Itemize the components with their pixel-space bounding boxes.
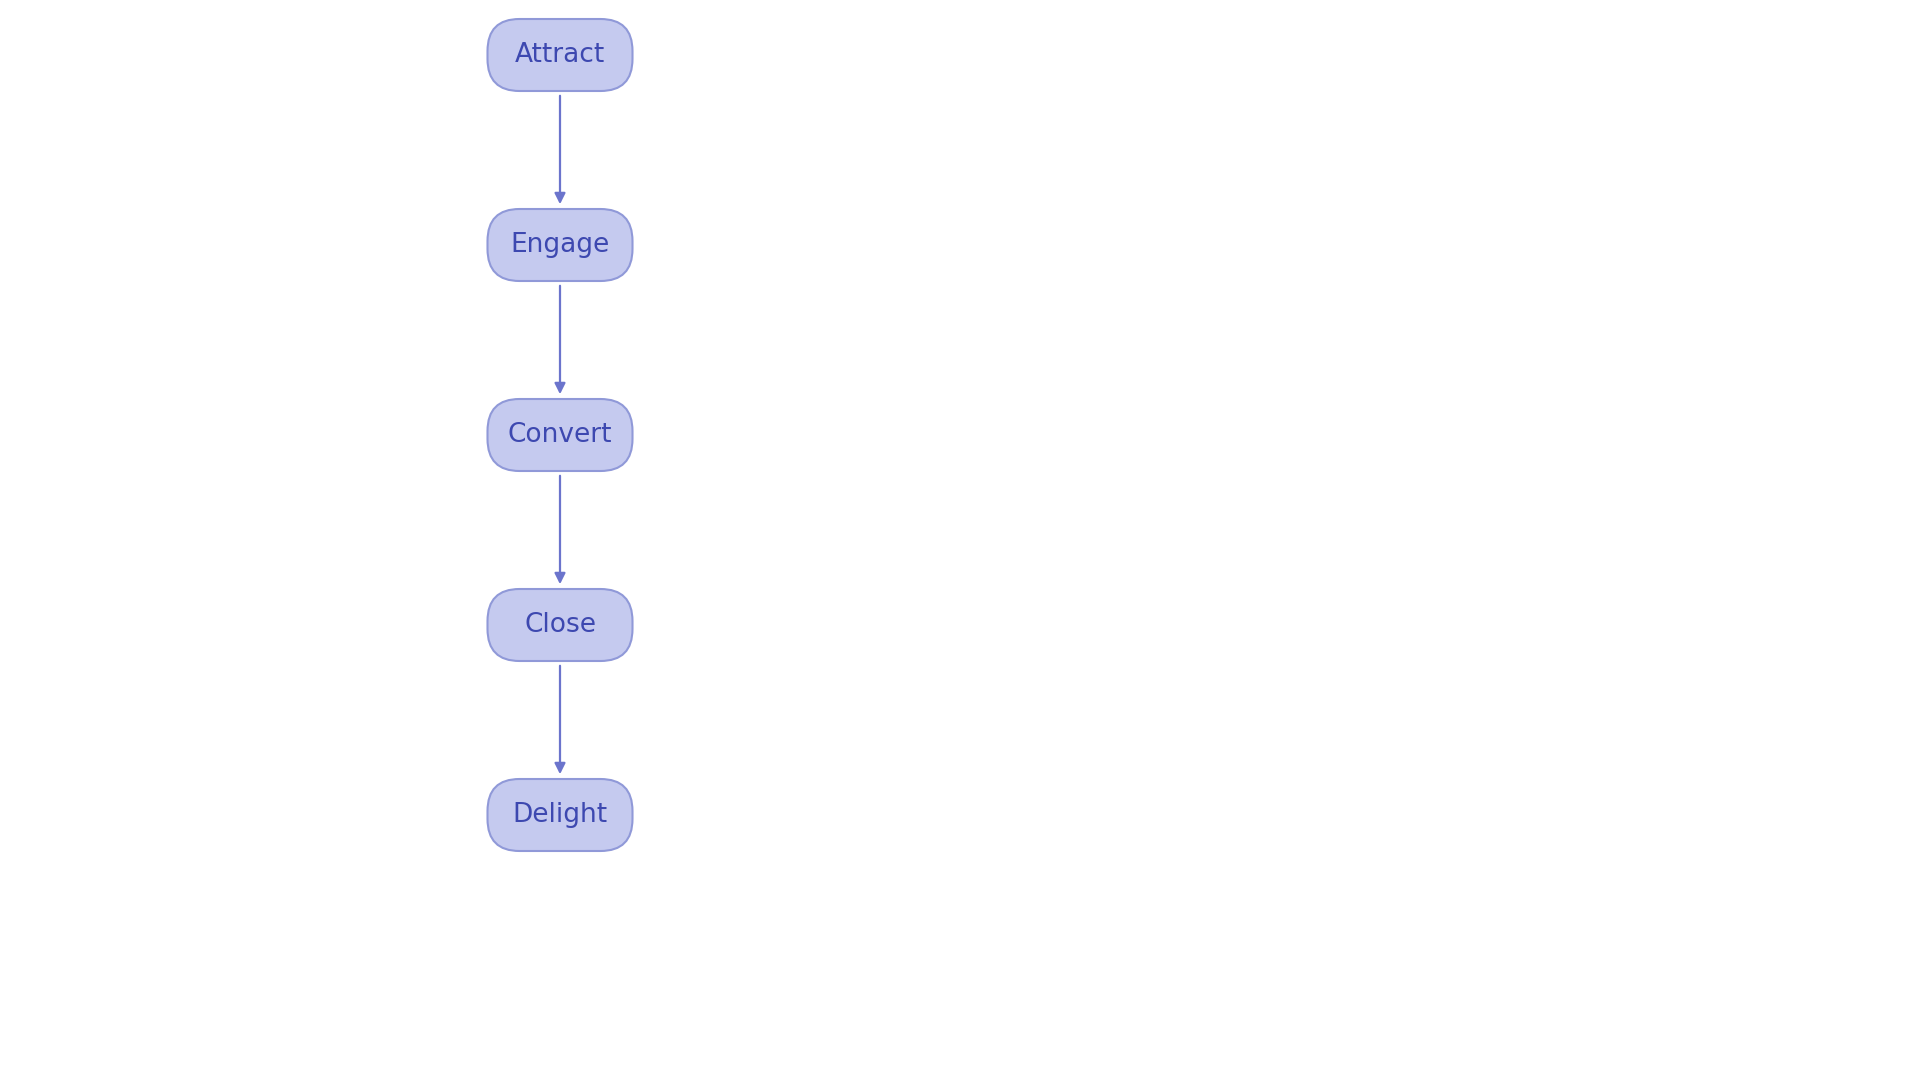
FancyBboxPatch shape [488,209,632,280]
Text: Delight: Delight [513,803,607,828]
FancyBboxPatch shape [488,19,632,91]
Text: Attract: Attract [515,42,605,68]
Text: Convert: Convert [507,422,612,448]
FancyBboxPatch shape [488,589,632,661]
FancyBboxPatch shape [488,779,632,851]
FancyBboxPatch shape [488,399,632,471]
Text: Close: Close [524,612,595,638]
Text: Engage: Engage [511,232,611,258]
